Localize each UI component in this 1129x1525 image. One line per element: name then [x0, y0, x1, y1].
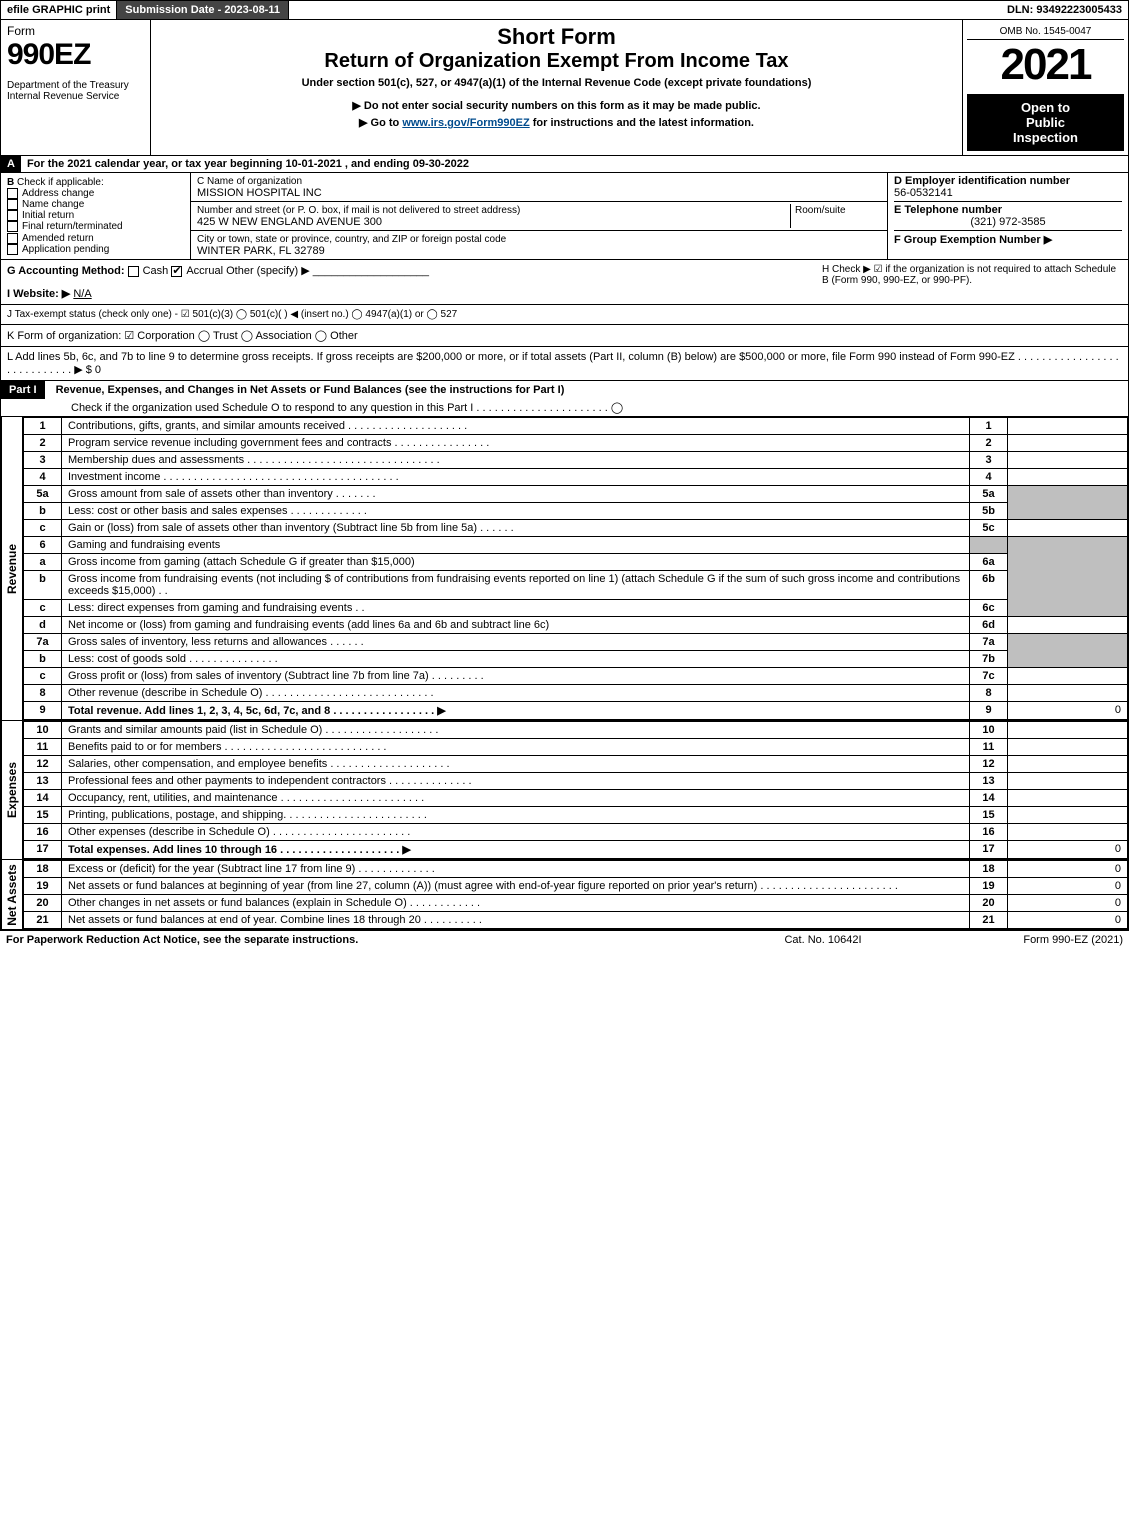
- street-label: Number and street (or P. O. box, if mail…: [197, 205, 520, 216]
- form-header: Form 990EZ Department of the Treasury In…: [0, 20, 1129, 156]
- telephone-label: E Telephone number: [894, 204, 1002, 216]
- efile-label[interactable]: efile GRAPHIC print: [1, 1, 117, 19]
- city-state-zip: WINTER PARK, FL 32789: [197, 245, 325, 257]
- line-k: K Form of organization: ☑ Corporation ◯ …: [0, 325, 1129, 347]
- tax-exempt-status: J Tax-exempt status (check only one) - ☑…: [7, 309, 1122, 320]
- ein-value: 56-0532141: [894, 187, 953, 199]
- line-l: L Add lines 5b, 6c, and 7b to line 9 to …: [0, 347, 1129, 381]
- org-name-label: C Name of organization: [197, 176, 302, 187]
- form-footer-label: Form 990-EZ (2021): [923, 934, 1123, 946]
- amended-return-checkbox[interactable]: [7, 233, 18, 244]
- address-change-checkbox[interactable]: [7, 188, 18, 199]
- form-number: 990EZ: [7, 38, 144, 72]
- gross-receipts-instr: L Add lines 5b, 6c, and 7b to line 9 to …: [7, 351, 1122, 376]
- omb-number: OMB No. 1545-0047: [967, 24, 1124, 40]
- revenue-section: Revenue 1Contributions, gifts, grants, a…: [0, 417, 1129, 721]
- tax-year: 2021: [967, 40, 1124, 90]
- org-name: MISSION HOSPITAL INC: [197, 187, 322, 199]
- ein-label: D Employer identification number: [894, 175, 1070, 187]
- final-return-checkbox[interactable]: [7, 221, 18, 232]
- website-label: I Website: ▶: [7, 288, 70, 300]
- page-footer: For Paperwork Reduction Act Notice, see …: [0, 930, 1129, 949]
- catalog-number: Cat. No. 10642I: [723, 934, 923, 946]
- return-title: Return of Organization Exempt From Incom…: [159, 50, 954, 73]
- part-1-header: Part I Revenue, Expenses, and Changes in…: [0, 381, 1129, 417]
- expenses-side-label: Expenses: [5, 762, 19, 818]
- open-to-public: Open to Public Inspection: [967, 94, 1124, 151]
- goto-post: for instructions and the latest informat…: [530, 117, 754, 129]
- short-form-title: Short Form: [159, 24, 954, 50]
- under-section: Under section 501(c), 527, or 4947(a)(1)…: [159, 77, 954, 89]
- tax-year-range: For the 2021 calendar year, or tax year …: [21, 156, 1128, 172]
- street-address: 425 W NEW ENGLAND AVENUE 300: [197, 216, 382, 228]
- section-c: C Name of organization MISSION HOSPITAL …: [191, 173, 888, 259]
- section-d-e-f: D Employer identification number 56-0532…: [888, 173, 1128, 259]
- section-a: A For the 2021 calendar year, or tax yea…: [0, 156, 1129, 173]
- revenue-side-label: Revenue: [5, 543, 19, 593]
- name-change-checkbox[interactable]: [7, 199, 18, 210]
- cash-checkbox[interactable]: [128, 266, 139, 277]
- org-info-block: B Check if applicable: Address change Na…: [0, 173, 1129, 260]
- initial-return-checkbox[interactable]: [7, 210, 18, 221]
- ssn-warning: ▶ Do not enter social security numbers o…: [159, 99, 954, 112]
- line-g-h: G Accounting Method: Cash Accrual Other …: [0, 260, 1129, 305]
- dept-treasury: Department of the Treasury: [7, 80, 144, 91]
- accrual-checkbox[interactable]: [171, 266, 182, 277]
- form-label: Form: [7, 24, 144, 38]
- expenses-section: Expenses 10Grants and similar amounts pa…: [0, 721, 1129, 860]
- top-bar: efile GRAPHIC print Submission Date - 20…: [0, 0, 1129, 20]
- net-assets-side-label: Net Assets: [5, 864, 19, 926]
- room-label: Room/suite: [795, 205, 846, 216]
- a-label: A: [1, 156, 21, 172]
- net-assets-section: Net Assets 18Excess or (deficit) for the…: [0, 860, 1129, 930]
- application-pending-checkbox[interactable]: [7, 244, 18, 255]
- part-1-title: Revenue, Expenses, and Changes in Net As…: [48, 384, 565, 396]
- irs-label: Internal Revenue Service: [7, 91, 144, 102]
- dln: DLN: 93492223005433: [1001, 1, 1128, 19]
- accounting-method-label: G Accounting Method:: [7, 265, 125, 277]
- form-of-org: K Form of organization: ☑ Corporation ◯ …: [7, 329, 1122, 342]
- goto-instr: ▶ Go to www.irs.gov/Form990EZ for instru…: [159, 116, 954, 129]
- irs-link[interactable]: www.irs.gov/Form990EZ: [402, 117, 529, 129]
- paperwork-notice: For Paperwork Reduction Act Notice, see …: [6, 934, 723, 946]
- city-label: City or town, state or province, country…: [197, 234, 506, 245]
- section-h: H Check ▶ ☑ if the organization is not r…: [822, 264, 1122, 286]
- section-b: B Check if applicable: Address change Na…: [1, 173, 191, 259]
- part-1-label: Part I: [1, 381, 45, 399]
- group-exemption-label: F Group Exemption Number ▶: [894, 234, 1052, 246]
- telephone-value: (321) 972-3585: [894, 216, 1122, 228]
- part-1-check: Check if the organization used Schedule …: [1, 399, 1128, 416]
- goto-pre: ▶ Go to: [359, 117, 402, 129]
- line-j: J Tax-exempt status (check only one) - ☑…: [0, 305, 1129, 325]
- website-value: N/A: [73, 288, 91, 300]
- submission-date: Submission Date - 2023-08-11: [117, 1, 289, 19]
